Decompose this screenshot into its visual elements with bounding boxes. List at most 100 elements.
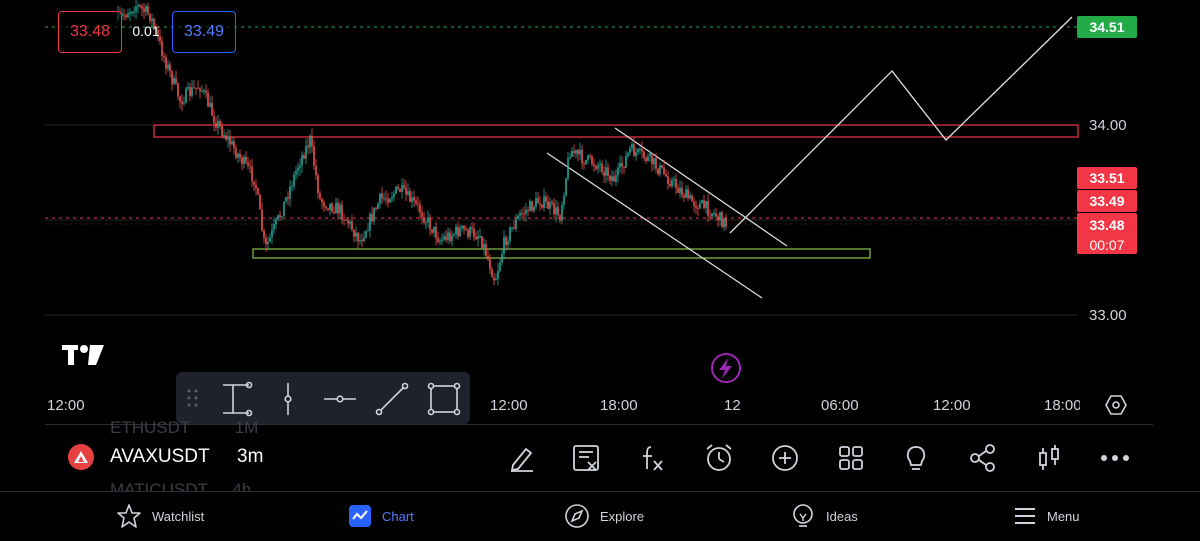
candle-body bbox=[351, 221, 353, 230]
candle-body bbox=[479, 236, 481, 238]
candle-body bbox=[651, 153, 653, 165]
projection-path[interactable] bbox=[729, 16, 1073, 234]
candle-body bbox=[259, 194, 261, 210]
nav-menu[interactable]: Menu bbox=[1013, 500, 1080, 532]
candle-body bbox=[665, 174, 667, 177]
ideas-bulb-icon[interactable] bbox=[896, 438, 936, 478]
candle-body bbox=[195, 87, 197, 89]
trend-line-tool-icon[interactable] bbox=[366, 375, 418, 423]
candle-body bbox=[713, 213, 715, 215]
candle-body bbox=[437, 238, 439, 243]
candle-body bbox=[317, 175, 319, 194]
candle-body bbox=[487, 256, 489, 260]
candle-body bbox=[571, 151, 573, 157]
candle-body bbox=[677, 187, 679, 193]
rectangle-tool-icon[interactable] bbox=[418, 375, 470, 423]
nav-explore[interactable]: Explore bbox=[564, 500, 644, 532]
vertical-line-tool-icon[interactable] bbox=[262, 375, 314, 423]
nav-chart[interactable]: Chart bbox=[348, 500, 414, 532]
channel-lower-line[interactable] bbox=[546, 152, 763, 299]
prev-symbol[interactable]: ETHUSDT 1M bbox=[110, 418, 258, 438]
candle-body bbox=[655, 158, 657, 169]
candle-body bbox=[539, 203, 541, 205]
candle-body bbox=[425, 221, 427, 223]
ask-price-badge: 33.49 bbox=[1077, 190, 1137, 212]
countdown: 00:07 bbox=[1089, 237, 1125, 253]
candle-body bbox=[489, 259, 491, 270]
alert-icon[interactable] bbox=[699, 438, 739, 478]
candle-body bbox=[613, 176, 615, 182]
candle-body bbox=[625, 156, 627, 168]
candle-body bbox=[603, 171, 605, 176]
candle-body bbox=[725, 218, 727, 227]
channel-upper-line[interactable] bbox=[614, 127, 788, 247]
nav-menu-label: Menu bbox=[1047, 508, 1080, 524]
candle-body bbox=[637, 148, 639, 153]
candle-body bbox=[331, 203, 333, 212]
candle-body bbox=[511, 227, 513, 229]
chart-area[interactable]: 33.48 0.01 33.49 34.00 33.00 34.51 33.51… bbox=[0, 0, 1200, 425]
resistance-zone[interactable] bbox=[153, 124, 1079, 138]
support-zone[interactable] bbox=[252, 248, 871, 259]
indicators-icon[interactable] bbox=[632, 438, 672, 478]
candle-body bbox=[559, 215, 561, 221]
candle-body bbox=[477, 236, 479, 240]
candle-body bbox=[245, 156, 247, 163]
candle-body bbox=[519, 213, 521, 216]
symbol-name[interactable]: AVAXUSDT bbox=[110, 446, 210, 467]
candle-body bbox=[241, 157, 243, 165]
candle-body bbox=[633, 144, 635, 157]
candle-body bbox=[495, 278, 497, 281]
candle-body bbox=[717, 216, 719, 221]
bid-box[interactable]: 33.48 bbox=[58, 11, 122, 53]
candle-body bbox=[293, 174, 295, 187]
candle-body bbox=[707, 201, 709, 216]
horizontal-line-tool-icon[interactable] bbox=[314, 375, 366, 423]
candle-body bbox=[365, 231, 367, 238]
clear-drawings-icon[interactable] bbox=[566, 438, 606, 478]
more-icon[interactable] bbox=[1095, 438, 1135, 478]
chart-type-icon[interactable] bbox=[1029, 438, 1069, 478]
candle-body bbox=[165, 57, 167, 69]
candle-body bbox=[219, 120, 221, 127]
candle-body bbox=[621, 163, 623, 167]
share-icon[interactable] bbox=[963, 438, 1003, 478]
candle-body bbox=[211, 102, 213, 116]
interval[interactable]: 3m bbox=[237, 446, 264, 467]
chart-icon bbox=[349, 505, 371, 527]
candle-body bbox=[363, 237, 365, 242]
candle-body bbox=[181, 101, 183, 104]
candle-body bbox=[575, 149, 577, 154]
candle-body bbox=[359, 240, 361, 242]
candle-body bbox=[127, 14, 129, 18]
candle-body bbox=[567, 158, 569, 179]
nav-ideas[interactable]: Ideas bbox=[790, 500, 858, 532]
candle-body bbox=[279, 215, 281, 218]
lightning-icon[interactable] bbox=[711, 353, 741, 383]
candle-body bbox=[641, 148, 643, 152]
candle-body bbox=[405, 187, 407, 195]
candle-body bbox=[591, 156, 593, 165]
chart-settings-icon[interactable] bbox=[1104, 393, 1128, 417]
price-chart[interactable] bbox=[0, 0, 1200, 425]
ask-box[interactable]: 33.49 bbox=[172, 11, 236, 53]
vertical-measure-tool-icon[interactable] bbox=[210, 375, 262, 423]
next-symbol[interactable]: MATICUSDT 4h bbox=[110, 480, 251, 492]
drag-handle-icon[interactable] bbox=[186, 388, 200, 408]
candle-body bbox=[205, 90, 207, 93]
add-icon[interactable] bbox=[765, 438, 805, 478]
layout-grid-icon[interactable] bbox=[831, 438, 871, 478]
nav-watchlist[interactable]: Watchlist bbox=[116, 500, 204, 532]
candle-body bbox=[695, 205, 697, 209]
candle-body bbox=[481, 236, 483, 248]
candle-body bbox=[173, 78, 175, 84]
candle-body bbox=[281, 216, 283, 218]
candle-body bbox=[681, 187, 683, 196]
candle-body bbox=[347, 220, 349, 224]
candle-body bbox=[463, 225, 465, 230]
candle-body bbox=[435, 226, 437, 239]
pencil-icon[interactable] bbox=[502, 438, 542, 478]
candle-body bbox=[327, 208, 329, 210]
candle-body bbox=[635, 152, 637, 157]
candle-body bbox=[415, 200, 417, 204]
